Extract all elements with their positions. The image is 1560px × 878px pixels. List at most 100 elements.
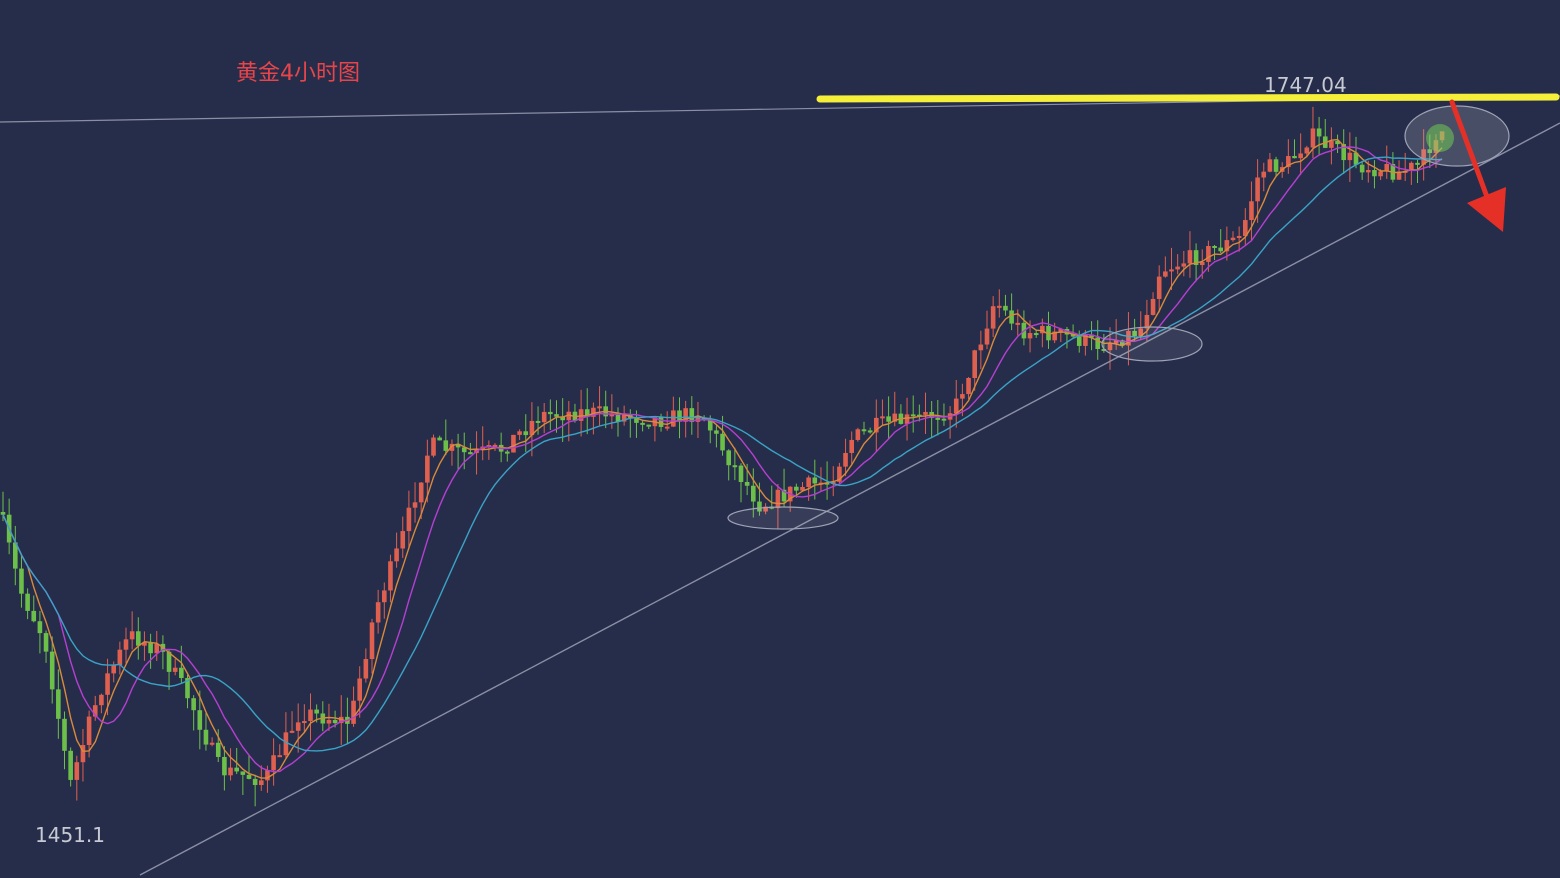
high-price-label: 1747.04 xyxy=(1264,73,1347,97)
candle-body xyxy=(775,489,781,509)
candle-body xyxy=(701,417,707,421)
candle-body xyxy=(874,417,879,433)
candle-body xyxy=(664,426,670,429)
candle-body xyxy=(86,716,92,746)
candle-body xyxy=(62,718,67,751)
candle-body xyxy=(1421,149,1426,165)
candle-body xyxy=(584,409,590,417)
candle-body xyxy=(1218,247,1223,252)
candle-body xyxy=(142,642,147,646)
candle-body xyxy=(283,732,289,756)
candle-body xyxy=(388,561,393,591)
candle-body xyxy=(1243,220,1248,237)
candle-body xyxy=(172,667,178,672)
candle-body xyxy=(1089,334,1094,338)
candle-body xyxy=(375,602,381,623)
candle-body xyxy=(609,413,615,417)
candle-body xyxy=(671,410,676,427)
candle-body xyxy=(843,452,848,467)
candle-body xyxy=(1261,171,1267,178)
candle-body xyxy=(0,512,6,515)
candle-body xyxy=(621,414,627,422)
candle-body xyxy=(105,673,110,695)
candle-body xyxy=(683,408,688,422)
candle-body xyxy=(1433,140,1439,153)
candle-body xyxy=(1230,237,1236,241)
candle-body xyxy=(246,774,252,779)
candle-body xyxy=(1003,305,1008,311)
trend-line xyxy=(139,122,1560,876)
candle-body xyxy=(197,710,203,730)
candle-body xyxy=(425,455,430,483)
candle-body xyxy=(228,767,233,776)
candle-body xyxy=(1175,266,1180,270)
candle-body xyxy=(215,742,221,757)
candle-body xyxy=(1341,144,1346,161)
candle-body xyxy=(886,416,891,422)
candle-body xyxy=(252,778,258,786)
candle-body xyxy=(1101,348,1107,351)
candle-body xyxy=(511,434,516,453)
low-price-label: 1451.1 xyxy=(35,823,105,847)
candle-body xyxy=(910,414,916,417)
candle-body xyxy=(19,568,24,594)
candle-body xyxy=(523,431,529,436)
candle-body xyxy=(234,767,239,772)
candle-body xyxy=(166,651,172,672)
candle-body xyxy=(997,305,1002,308)
candle-body xyxy=(240,771,246,775)
candle-body xyxy=(566,411,572,421)
candle-body xyxy=(634,417,639,423)
candle-body xyxy=(720,433,725,451)
candle-body xyxy=(738,465,744,482)
candle-body xyxy=(1329,140,1334,148)
ma-fast-line xyxy=(2,138,1443,779)
candle-body xyxy=(984,328,990,345)
candle-body xyxy=(56,689,61,719)
candle-body xyxy=(92,705,98,717)
ellipse-low-1 xyxy=(727,506,839,530)
candle-body xyxy=(1126,330,1131,346)
candle-body xyxy=(437,437,442,441)
candle-body xyxy=(1255,177,1260,202)
candle-body xyxy=(332,719,338,724)
candle-body xyxy=(1298,153,1303,159)
candle-body xyxy=(1347,152,1353,161)
chart-title: 黄金4小时图 xyxy=(236,61,360,86)
candle-body xyxy=(357,678,362,701)
candle-body xyxy=(1427,149,1433,153)
ellipses-group xyxy=(727,105,1510,530)
candle-body xyxy=(1107,343,1113,351)
candle-body xyxy=(1415,162,1420,165)
candle-body xyxy=(1076,336,1082,346)
ma-mid-line xyxy=(2,146,1443,773)
candle-body xyxy=(1138,328,1144,337)
candle-body xyxy=(1033,333,1039,336)
candle-body xyxy=(904,414,910,424)
candle-body xyxy=(1095,337,1100,349)
candle-body xyxy=(1206,245,1211,262)
candle-body xyxy=(492,444,498,447)
candle-body xyxy=(394,548,399,562)
candle-body xyxy=(1292,155,1297,159)
candle-body xyxy=(861,429,867,432)
candle-body xyxy=(449,443,455,451)
candle-body xyxy=(37,621,43,634)
candle-body xyxy=(148,642,153,654)
candle-body xyxy=(800,486,805,491)
candle-body xyxy=(461,447,467,453)
candle-body xyxy=(179,667,184,678)
candle-body xyxy=(13,542,18,569)
candle-body xyxy=(1046,325,1051,341)
ellipse-low-2 xyxy=(1101,326,1203,362)
candle-body xyxy=(1187,250,1193,264)
candle-body xyxy=(326,719,332,724)
candle-body xyxy=(1052,331,1057,341)
candle-body xyxy=(751,485,756,502)
candle-body xyxy=(1070,334,1076,337)
candle-body xyxy=(129,631,135,640)
highlight-glow xyxy=(1426,124,1454,152)
candle-body xyxy=(560,416,565,421)
candle-body xyxy=(554,414,559,417)
